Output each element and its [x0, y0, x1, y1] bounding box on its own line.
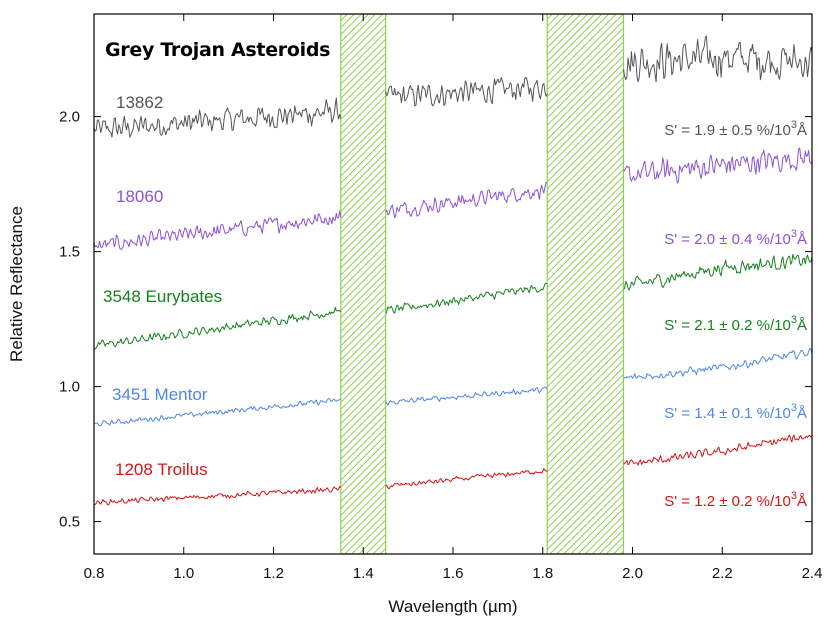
series-name-label: 1208 Troilus — [115, 460, 208, 479]
spectrum-line-series-4-segment-1 — [94, 398, 342, 427]
x-tick-label: 0.8 — [84, 565, 105, 582]
x-tick-label: 1.2 — [263, 565, 284, 582]
y-tick-label: 1.0 — [59, 379, 80, 396]
x-tick-label: 1.4 — [353, 565, 374, 582]
x-axis-label: Wavelength (µm) — [388, 597, 517, 616]
series-name-label: 13862 — [116, 93, 163, 112]
spectrum-line-series-5-segment-3 — [623, 434, 812, 466]
y-tick-label: 0.5 — [59, 514, 80, 531]
y-tick-label: 1.5 — [59, 244, 80, 261]
spectrum-line-series-5-segment-1 — [94, 486, 342, 506]
telluric-bands — [340, 13, 625, 555]
telluric-band-2 — [546, 13, 625, 555]
spectrum-line-series-3-segment-1 — [94, 306, 342, 350]
x-tick-label: 1.0 — [173, 565, 194, 582]
series-name-label: 3451 Mentor — [112, 385, 208, 404]
spectrum-line-series-3-segment-3 — [623, 253, 812, 291]
spectrum-line-series-3-segment-2 — [385, 283, 548, 315]
y-tick-label: 2.0 — [59, 109, 80, 126]
spectrum-line-series-2-segment-3 — [623, 147, 812, 184]
chart-title: Grey Trojan Asteroids — [105, 39, 330, 61]
spectrum-line-series-4-segment-2 — [385, 386, 548, 406]
axis-ticks: 0.8 1.0 1.2 1.4 1.6 1.8 2.0 2.2 2.4 0.5 1.0 1.5 2.0 — [59, 14, 822, 582]
slope-label: S' = 1.2 ± 0.2 %/103Å — [664, 490, 807, 510]
spectra-lines — [94, 35, 812, 506]
spectrum-line-series-5-segment-2 — [385, 468, 548, 490]
slope-label: S' = 2.1 ± 0.2 %/103Å — [664, 314, 807, 334]
slope-label: S' = 1.9 ± 0.5 %/103Å — [664, 119, 807, 139]
spectrum-line-series-1-segment-3 — [623, 35, 812, 83]
telluric-band-1 — [340, 13, 387, 555]
x-tick-label: 2.0 — [622, 565, 643, 582]
spectrum-line-series-1-segment-2 — [385, 76, 548, 107]
slope-label: S' = 1.4 ± 0.1 %/103Å — [664, 402, 807, 422]
spectrum-line-series-4-segment-3 — [623, 347, 812, 380]
spectrum-line-series-2-segment-2 — [385, 181, 548, 219]
x-tick-label: 2.2 — [712, 565, 733, 582]
y-axis-label: Relative Reflectance — [7, 206, 26, 362]
series-name-label: 18060 — [116, 187, 163, 206]
x-tick-label: 2.4 — [802, 565, 823, 582]
spectrum-line-series-2-segment-1 — [94, 210, 342, 250]
x-tick-label: 1.8 — [532, 565, 553, 582]
x-tick-label: 1.6 — [443, 565, 464, 582]
series-labels: 13862 S' = 1.9 ± 0.5 %/103Å 18060 S' = 2.0 … — [103, 93, 807, 510]
slope-label: S' = 2.0 ± 0.4 %/103Å — [664, 228, 807, 248]
spectrum-line-series-1-segment-1 — [94, 97, 342, 138]
series-name-label: 3548 Eurybates — [103, 287, 222, 306]
